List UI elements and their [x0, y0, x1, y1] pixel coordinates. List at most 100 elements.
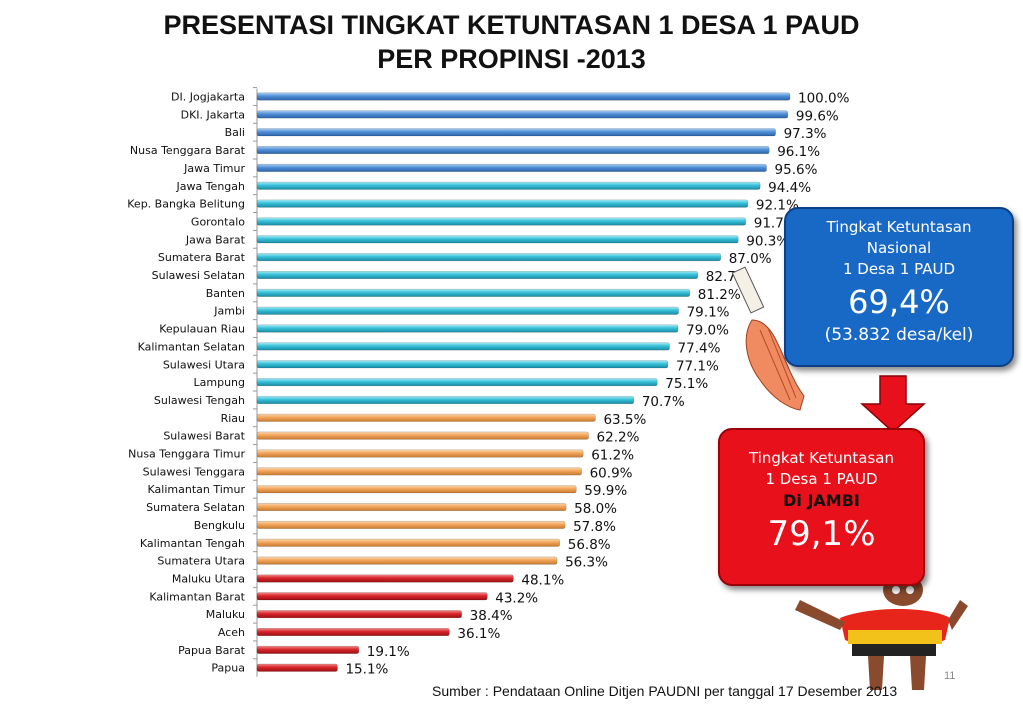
value-label: 79.1% — [687, 305, 730, 321]
value-label: 77.4% — [678, 340, 721, 356]
category-label: Kalimantan Selatan — [138, 340, 245, 353]
bar-maluku — [256, 610, 462, 619]
category-label: Aceh — [218, 626, 245, 639]
value-label: 15.1% — [345, 662, 388, 678]
source-note: Sumber : Pendataan Online Ditjen PAUDNI … — [432, 683, 898, 699]
value-label: 97.3% — [784, 126, 827, 142]
category-label: Maluku — [206, 608, 245, 621]
bar-bengkulu — [256, 520, 566, 529]
value-label: 63.5% — [603, 412, 646, 428]
bar-papua-barat — [256, 645, 360, 654]
value-label: 81.2% — [698, 287, 741, 303]
category-label: DI. Jogjakarta — [171, 91, 245, 104]
bar-jawa-tengah — [256, 181, 761, 190]
category-label: Kalimantan Barat — [149, 590, 245, 603]
category-label: Lampung — [194, 376, 246, 389]
bar-nusa-tenggara-timur — [256, 449, 584, 458]
value-label: 19.1% — [367, 644, 410, 660]
category-label: Sulawesi Tenggara — [143, 465, 245, 478]
bar-sulawesi-tenggara — [256, 467, 582, 476]
category-label: Jawa Tengah — [175, 180, 245, 193]
category-label: Kalimantan Tengah — [140, 537, 245, 550]
national-box-line2: Nasional — [866, 239, 932, 257]
bar-kep-bangka-belitung — [256, 199, 749, 208]
category-label: Jawa Barat — [185, 233, 246, 246]
category-label: Nusa Tenggara Timur — [128, 448, 245, 461]
bar-sumatera-utara — [256, 556, 558, 565]
category-label: Bengkulu — [194, 519, 245, 532]
category-label: Jawa Timur — [183, 162, 245, 175]
bar-maluku-utara — [256, 574, 514, 583]
category-label: Riau — [221, 412, 245, 425]
jambi-box-line2: 1 Desa 1 PAUD — [765, 470, 878, 488]
category-label: Papua — [211, 662, 245, 675]
bar-jawa-barat — [256, 235, 739, 244]
bar-banten — [256, 288, 691, 297]
bar-sulawesi-utara — [256, 360, 669, 369]
category-label: Sulawesi Utara — [163, 358, 245, 371]
bar-sulawesi-tengah — [256, 395, 635, 404]
national-box-line3: 1 Desa 1 PAUD — [842, 260, 956, 278]
category-label: Sulawesi Selatan — [152, 269, 245, 282]
category-label: Gorontalo — [191, 215, 245, 228]
bar-kalimantan-tengah — [256, 538, 560, 547]
value-label: 61.2% — [591, 448, 634, 464]
bar-sulawesi-barat — [256, 431, 589, 440]
category-label: Nusa Tenggara Barat — [130, 144, 246, 157]
bar-jambi — [256, 306, 679, 315]
value-label: 36.1% — [457, 626, 500, 642]
national-box-line1: Tingkat Ketuntasan — [826, 218, 972, 236]
bar-papua — [256, 663, 338, 672]
category-label: Papua Barat — [178, 644, 246, 657]
national-rate-box: Tingkat Ketuntasan Nasional 1 Desa 1 PAU… — [784, 207, 1014, 367]
value-label: 75.1% — [665, 376, 708, 392]
value-label: 56.3% — [565, 555, 608, 571]
category-label: Bali — [225, 126, 245, 139]
category-label: Jambi — [213, 305, 245, 318]
bar-jawa-timur — [256, 163, 767, 172]
category-label: Kepulauan Riau — [159, 323, 245, 336]
bar-gorontalo — [256, 217, 747, 226]
category-label: Banten — [206, 287, 245, 300]
value-label: 38.4% — [470, 608, 513, 624]
title-line-2: PER PROPINSI -2013 — [377, 44, 646, 74]
bar-aceh — [256, 628, 450, 636]
bar-kepulauan-riau — [256, 324, 679, 333]
value-label: 59.9% — [584, 483, 627, 499]
value-label: 94.4% — [768, 180, 811, 196]
page-number: 11 — [944, 670, 956, 682]
jambi-rate-value: 79,1% — [767, 514, 876, 554]
value-label: 43.2% — [495, 590, 538, 606]
category-label: Kalimantan Timur — [148, 483, 246, 496]
national-rate-value: 69,4% — [848, 283, 950, 321]
value-label: 60.9% — [590, 465, 633, 481]
category-label: Sulawesi Barat — [163, 430, 245, 443]
bar-sumatera-barat — [256, 253, 721, 262]
bar-lampung — [256, 378, 658, 387]
jambi-box-line3: Di JAMBI — [783, 491, 860, 510]
bar-kalimantan-selatan — [256, 342, 670, 351]
value-label: 96.1% — [777, 144, 820, 160]
value-label: 70.7% — [642, 394, 685, 410]
value-label: 77.1% — [676, 358, 719, 374]
bar-sumatera-selatan — [256, 503, 567, 512]
value-label: 95.6% — [775, 162, 818, 178]
value-label: 62.2% — [597, 430, 640, 446]
value-label: 57.8% — [573, 519, 616, 535]
category-label: Sumatera Selatan — [146, 501, 245, 514]
value-label: 48.1% — [521, 572, 564, 588]
bar-kalimantan-barat — [256, 592, 488, 601]
jambi-rate-box: Tingkat Ketuntasan 1 Desa 1 PAUD Di JAMB… — [718, 428, 925, 586]
national-rate-detail: (53.832 desa/kel) — [824, 325, 974, 345]
pointing-hand-illustration — [731, 266, 805, 411]
value-label: 56.8% — [568, 537, 611, 553]
cartoon-figure-illustration — [795, 574, 968, 690]
value-label: 87.0% — [729, 251, 772, 267]
category-label: Sumatera Utara — [157, 555, 245, 568]
category-label: Sumatera Barat — [158, 251, 246, 264]
category-label: DKI. Jakarta — [181, 108, 245, 121]
bar-sulawesi-selatan — [256, 271, 699, 279]
category-label: Kep. Bangka Belitung — [127, 198, 245, 211]
category-label: Maluku Utara — [172, 572, 245, 585]
